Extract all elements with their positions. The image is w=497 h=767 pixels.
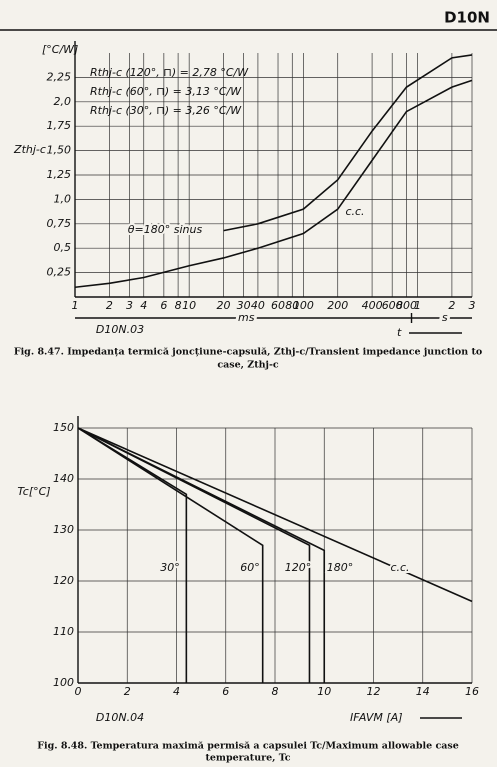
annotation: Rthj-c (30°, ⊓) = 3,26 °C/W: [90, 104, 242, 117]
y-tick-label: 0,5: [54, 241, 72, 254]
x-tick-label: 0: [75, 685, 82, 698]
y-tick-label: 1,50: [47, 144, 72, 157]
y-tick-label: 0,25: [47, 266, 72, 279]
x-tick-label: 1: [414, 299, 421, 312]
y-tick-label: 1,0: [54, 192, 72, 205]
series-line: [77, 427, 264, 683]
x-tick-label: 3: [126, 299, 133, 312]
x-tick-label: 8: [175, 299, 182, 312]
x-tick-label: 4: [140, 299, 147, 312]
annotation: Rthj-c (120°, ⊓) = 2,78 °C/W: [90, 66, 249, 79]
x-tick-label: 2: [124, 685, 131, 698]
x-tick-label: 6: [160, 299, 167, 312]
y-tick-label: 100: [53, 676, 74, 689]
y-tick-label: 2,0: [54, 95, 72, 108]
chart-code: D10N.03: [96, 323, 144, 336]
x-tick-label: 40: [251, 299, 265, 312]
series-line: [223, 54, 473, 232]
x-tick-label: 600: [382, 299, 403, 312]
x-tick-label: 200: [327, 299, 348, 312]
y-tick-label: 1,75: [47, 119, 72, 132]
x-tick-label: 30: [237, 299, 251, 312]
x-axis-label: IFAVM [A]: [350, 711, 403, 724]
series-label: c.c.: [345, 205, 364, 218]
x-tick-label: 6: [222, 685, 229, 698]
series-line: [74, 79, 473, 289]
series-label: 180°: [327, 561, 354, 574]
x-tick-label: 3: [469, 299, 476, 312]
y-axis-label: Tc[°C]: [17, 485, 50, 498]
x-tick-label: 4: [173, 685, 180, 698]
x-tick-label: 10: [182, 299, 196, 312]
caption: case, Zthj-c: [217, 360, 279, 371]
x-tick-label: 10: [317, 685, 331, 698]
y-tick-label: 1,25: [47, 168, 72, 181]
range-label: s: [442, 311, 448, 324]
x-tick-label: 400: [362, 299, 383, 312]
series-label: θ=180° sinus: [128, 223, 203, 236]
series-line: [77, 427, 326, 683]
y-tick-label: 2,25: [47, 70, 72, 83]
caption: Fig. 8.47. Impedanța termică joncțiune-c…: [14, 347, 482, 358]
series-line: [77, 427, 473, 603]
x-tick-label: 100: [293, 299, 314, 312]
x-tick-label: 2: [106, 299, 113, 312]
x-tick-label: 16: [465, 685, 479, 698]
x-tick-label: 12: [367, 685, 381, 698]
x-tick-label: 14: [416, 685, 430, 698]
y-tick-label: 120: [53, 574, 74, 587]
x-tick-label: 20: [217, 299, 231, 312]
series-line: [77, 427, 188, 683]
x-axis-label: t: [397, 326, 402, 339]
x-tick-label: 80: [285, 299, 299, 312]
caption: temperature, Tc: [205, 753, 290, 764]
y-axis-unit: [°C/W]: [42, 43, 78, 56]
y-tick-label: 110: [53, 625, 74, 638]
y-axis-label: Zthj-c: [13, 143, 46, 156]
x-tick-label: 800: [396, 299, 417, 312]
series-label: 120°: [285, 561, 312, 574]
y-tick-label: 150: [53, 421, 74, 434]
range-label: ms: [238, 311, 255, 324]
y-tick-label: 140: [53, 472, 74, 485]
x-tick-label: 2: [448, 299, 455, 312]
caption: Fig. 8.48. Temperatura maximă permisă a …: [37, 741, 459, 752]
series-label: 60°: [240, 561, 260, 574]
x-tick-label: 60: [271, 299, 285, 312]
x-tick-label: 8: [272, 685, 279, 698]
series-label: 30°: [160, 561, 180, 574]
series-label: c.c.: [390, 561, 409, 574]
y-tick-label: 130: [53, 523, 74, 536]
header: D10N: [444, 9, 490, 27]
y-tick-label: 0,75: [47, 217, 72, 230]
chart-code: D10N.04: [96, 711, 144, 724]
annotation: Rthj-c (60°, ⊓) = 3,13 °C/W: [90, 85, 242, 98]
x-tick-label: 1: [72, 299, 79, 312]
